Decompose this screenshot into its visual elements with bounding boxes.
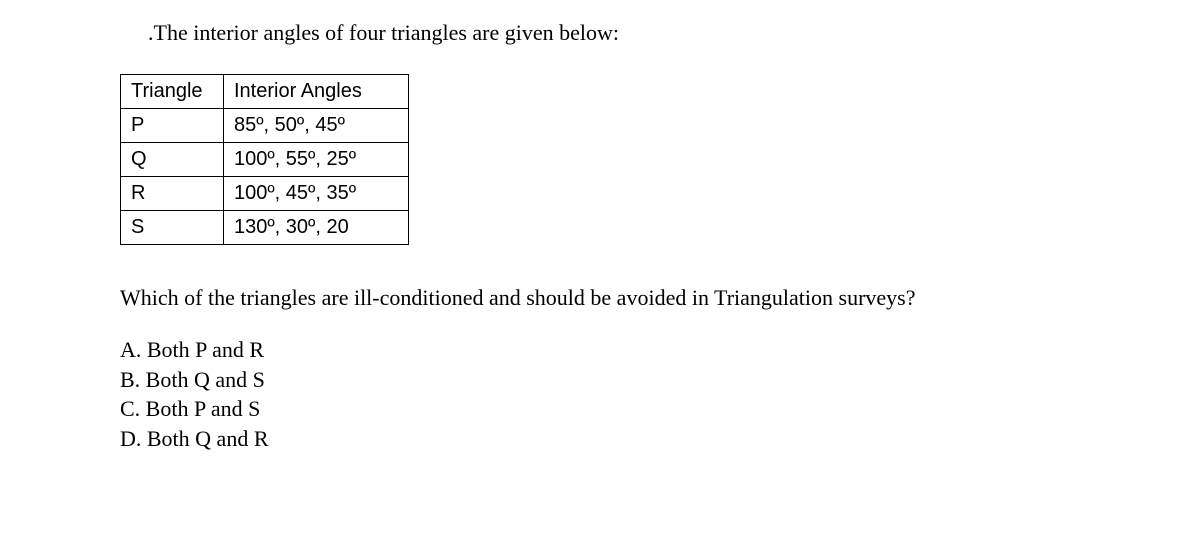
option-c: C. Both P and S	[120, 394, 1080, 424]
cell-triangle: Q	[121, 143, 224, 177]
cell-triangle: R	[121, 177, 224, 211]
table-row: R 100º, 45º, 35º	[121, 177, 409, 211]
options-list: A. Both P and R B. Both Q and S C. Both …	[120, 335, 1080, 454]
cell-angles: 100º, 55º, 25º	[224, 143, 409, 177]
cell-triangle: S	[121, 211, 224, 245]
angles-table: Triangle Interior Angles P 85º, 50º, 45º…	[120, 74, 409, 245]
table-header-row: Triangle Interior Angles	[121, 75, 409, 109]
option-d: D. Both Q and R	[120, 424, 1080, 454]
intro-text: .The interior angles of four triangles a…	[148, 20, 1080, 46]
cell-angles: 130º, 30º, 20	[224, 211, 409, 245]
cell-triangle: P	[121, 109, 224, 143]
cell-angles: 85º, 50º, 45º	[224, 109, 409, 143]
question-text: Which of the triangles are ill-condition…	[120, 285, 1080, 311]
header-angles: Interior Angles	[224, 75, 409, 109]
cell-angles: 100º, 45º, 35º	[224, 177, 409, 211]
table-row: Q 100º, 55º, 25º	[121, 143, 409, 177]
option-b: B. Both Q and S	[120, 365, 1080, 395]
header-triangle: Triangle	[121, 75, 224, 109]
table-row: P 85º, 50º, 45º	[121, 109, 409, 143]
option-a: A. Both P and R	[120, 335, 1080, 365]
table-row: S 130º, 30º, 20	[121, 211, 409, 245]
